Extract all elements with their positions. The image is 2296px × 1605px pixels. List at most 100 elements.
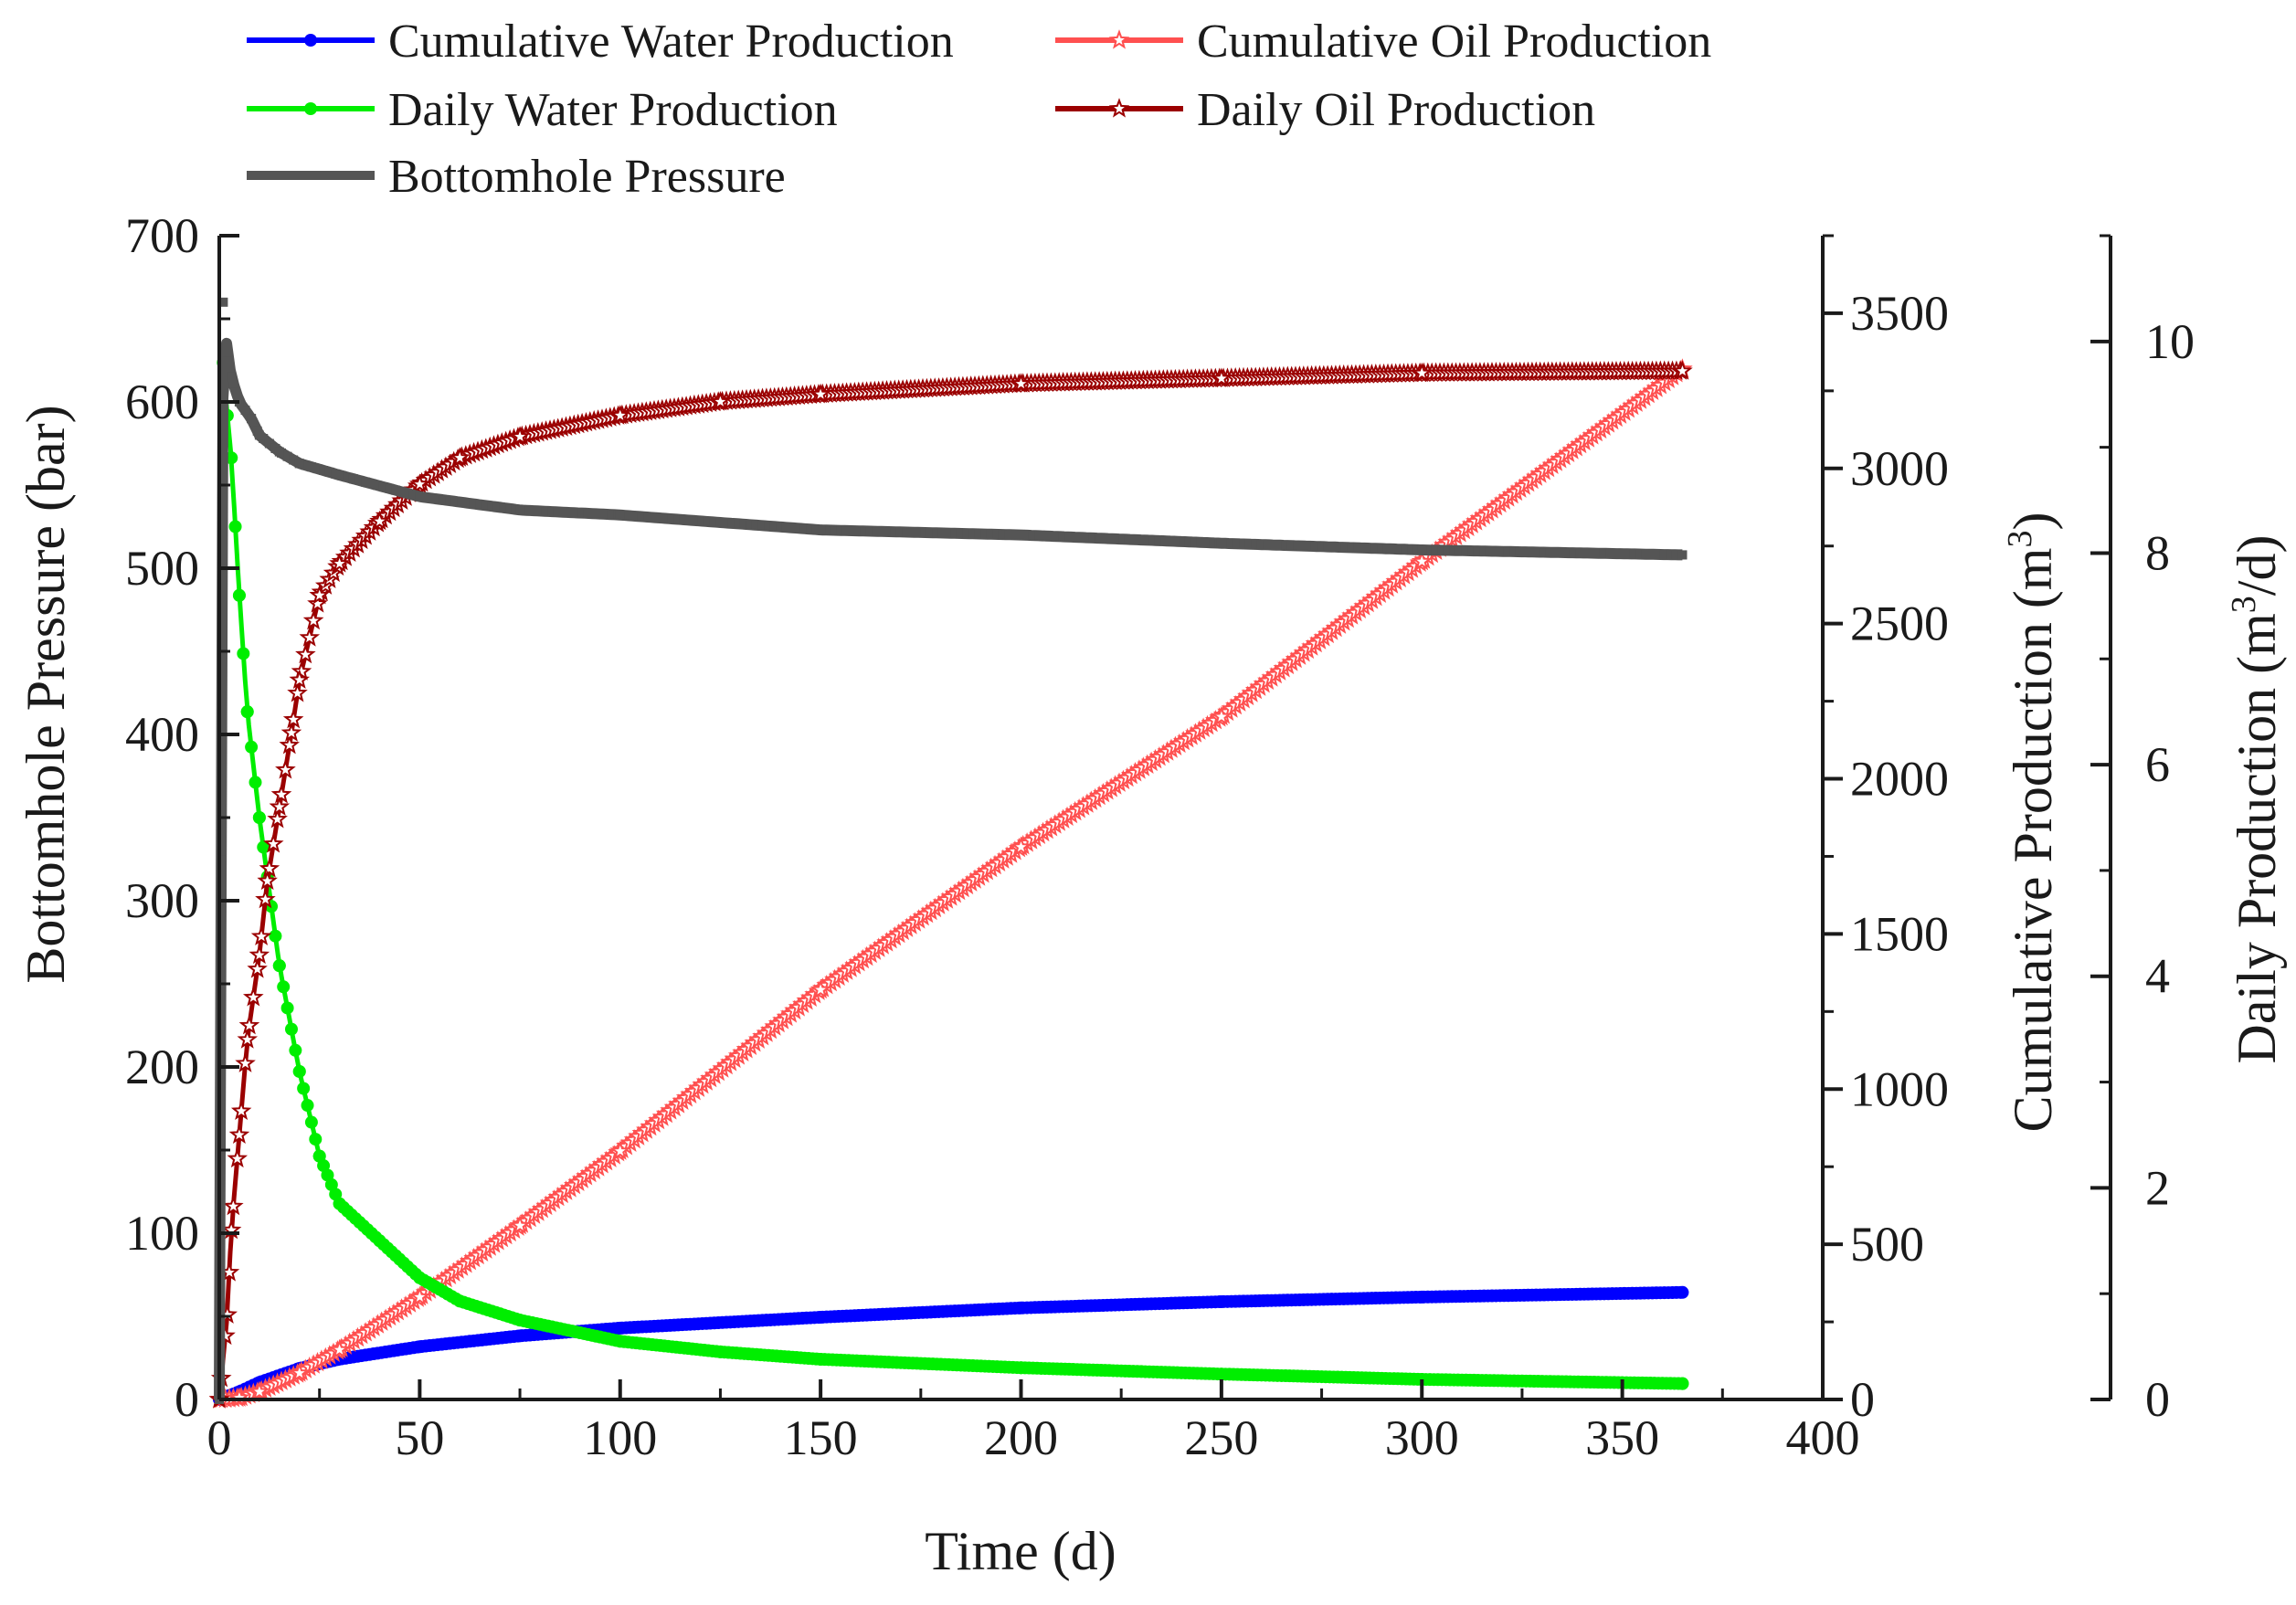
data-point	[272, 959, 286, 973]
series-marker	[1575, 548, 1585, 558]
series-marker	[1365, 544, 1375, 554]
series-marker	[1239, 539, 1249, 549]
series-marker	[297, 1082, 311, 1095]
series-marker	[227, 1147, 249, 1168]
data-point	[814, 1352, 828, 1366]
series-marker	[799, 523, 809, 533]
series-marker	[1209, 538, 1219, 548]
series-marker	[697, 516, 707, 526]
series-marker	[280, 1001, 294, 1015]
series-marker	[1034, 531, 1044, 541]
legend-label: Cumulative Oil Production	[1197, 16, 1711, 68]
x-tick-label: 350	[1585, 1410, 1659, 1465]
data-point	[1676, 1377, 1689, 1390]
series-marker	[1088, 533, 1098, 543]
series-marker	[1605, 548, 1615, 558]
series-marker	[1437, 545, 1447, 555]
series-marker	[243, 987, 264, 1007]
series-marker	[962, 529, 972, 539]
series-marker	[1275, 540, 1285, 550]
series-marker	[1389, 544, 1399, 554]
series-marker	[823, 525, 833, 535]
series-marker	[469, 499, 479, 509]
series-marker	[343, 472, 353, 482]
series-marker	[980, 529, 990, 539]
series-marker	[679, 515, 689, 525]
series-marker	[1064, 532, 1074, 542]
data-point	[369, 510, 390, 531]
series-marker	[1461, 545, 1471, 555]
series-marker	[529, 506, 539, 516]
data-point	[269, 796, 291, 817]
series-marker	[1137, 535, 1147, 545]
series-marker	[499, 502, 509, 512]
y-right1-tick-label: 0	[1850, 1372, 1875, 1427]
data-point	[280, 722, 302, 742]
series-marker	[727, 518, 737, 528]
series-marker	[1310, 542, 1320, 552]
series-marker	[848, 526, 858, 536]
series-marker	[932, 528, 942, 538]
series-marker	[301, 460, 311, 470]
series-marker	[1353, 543, 1363, 553]
data-point	[254, 430, 264, 440]
series-marker	[734, 519, 744, 529]
series-marker	[1058, 532, 1068, 542]
series-marker	[650, 512, 660, 523]
series-marker	[806, 524, 816, 534]
series-marker	[439, 495, 449, 505]
series-marker	[776, 522, 786, 532]
series-marker	[1467, 546, 1477, 556]
series-marker	[607, 510, 617, 520]
y-right2-tick-label: 10	[2145, 314, 2195, 369]
series-marker	[1563, 548, 1573, 558]
series-marker	[1377, 544, 1387, 554]
axes-layer: 0 50 100 150 200 250 300 350 4000100200300400500…	[125, 208, 2195, 1465]
series-marker	[914, 527, 924, 537]
data-point	[615, 510, 625, 520]
series-marker	[1323, 542, 1333, 552]
series-marker	[895, 527, 905, 537]
series-line	[220, 362, 1683, 1387]
series-marker	[1142, 535, 1152, 545]
series-marker	[704, 516, 714, 526]
series-marker	[883, 526, 894, 536]
series-marker	[245, 740, 259, 754]
data-point	[413, 1271, 427, 1284]
y-right1-tick-label: 3500	[1850, 286, 1949, 341]
series-marker	[667, 514, 677, 524]
series-marker	[1635, 549, 1645, 559]
y-right1-tick-label: 500	[1850, 1217, 1924, 1272]
series-marker	[1659, 550, 1669, 560]
series-marker	[228, 378, 238, 388]
series-marker	[757, 521, 767, 531]
series-marker	[408, 490, 418, 500]
series-marker	[270, 784, 292, 804]
series-marker	[373, 480, 383, 491]
series-0	[213, 1285, 1689, 1406]
series-marker	[247, 958, 268, 978]
series-marker	[1130, 534, 1140, 544]
series-marker	[920, 527, 930, 537]
series-marker	[445, 496, 455, 506]
series-marker	[1112, 533, 1122, 544]
series-marker	[1370, 544, 1381, 554]
data-point	[1214, 1294, 1228, 1308]
series-marker	[1124, 534, 1134, 544]
series-marker	[595, 509, 605, 519]
y-left-tick-label: 600	[125, 375, 199, 429]
series-marker	[986, 529, 996, 539]
series-marker	[788, 523, 798, 533]
legend-label: Bottomhole Pressure	[388, 151, 786, 203]
series-marker	[1479, 546, 1489, 556]
series-marker	[685, 515, 695, 525]
y-right2-tick-label: 6	[2145, 737, 2170, 792]
y-axis-right1-title: Cumulative Production (m3)	[2001, 512, 2063, 1133]
y-left-tick-label: 300	[125, 873, 199, 928]
series-marker	[1160, 536, 1170, 546]
series-marker	[1070, 533, 1080, 543]
data-point	[513, 1329, 527, 1343]
series-marker	[397, 487, 407, 497]
series-marker	[238, 1014, 260, 1035]
series-marker	[348, 474, 358, 484]
